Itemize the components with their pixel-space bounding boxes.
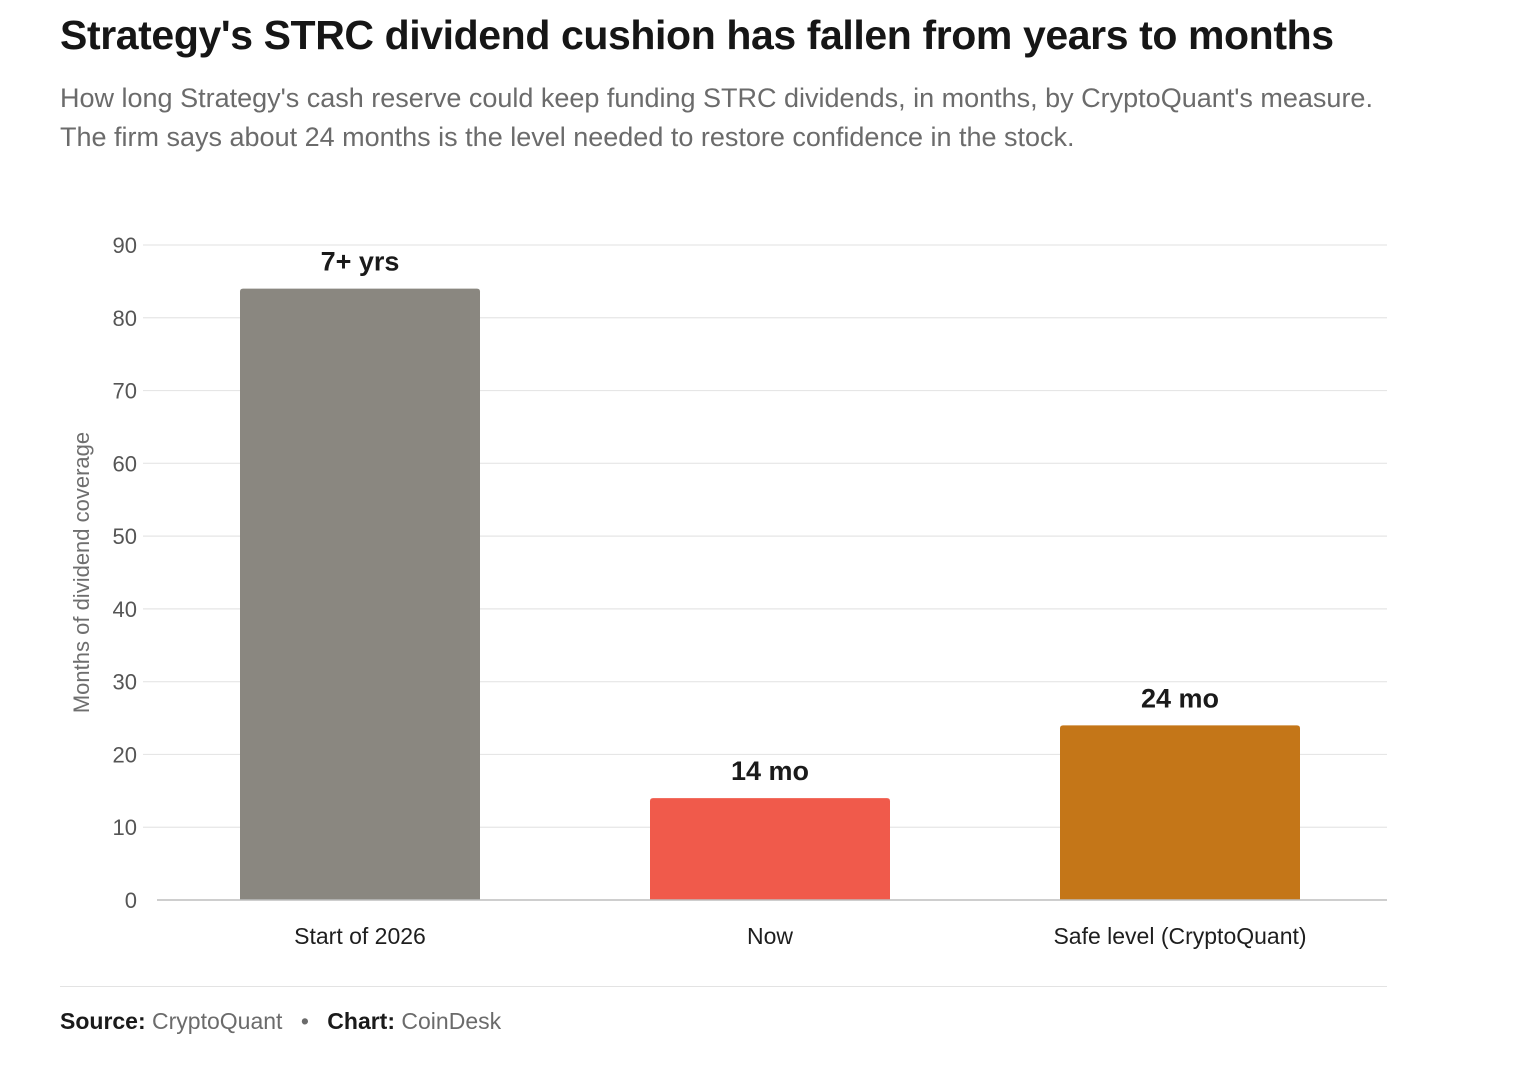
footer-divider [60, 986, 1387, 987]
footer-credits: Source: CryptoQuant • Chart: CoinDesk [60, 1008, 501, 1035]
bar-2 [1060, 725, 1300, 900]
chart-title: Strategy's STRC dividend cushion has fal… [60, 12, 1334, 58]
bar-value-label: 7+ yrs [321, 247, 400, 277]
footer-separator: • [300, 1008, 309, 1034]
x-axis-category-labels: Start of 2026 Now Safe level (CryptoQuant) [294, 923, 1306, 949]
source-label: Source: [60, 1008, 146, 1034]
y-tick-label: 50 [113, 524, 137, 549]
y-tick-label: 10 [113, 815, 137, 840]
chart-subtitle: How long Strategy's cash reserve could k… [60, 83, 1373, 152]
x-category-label: Safe level (CryptoQuant) [1053, 923, 1306, 949]
bar-value-label: 24 mo [1141, 683, 1219, 713]
bar-0 [240, 288, 480, 901]
y-tick-label: 60 [113, 451, 137, 476]
bar-1 [650, 798, 890, 900]
bars [240, 288, 1300, 901]
y-axis-title: Months of dividend coverage [69, 432, 94, 713]
bar-value-labels: 7+ yrs 14 mo 24 mo [321, 247, 1219, 786]
y-tick-label: 90 [113, 233, 137, 258]
x-category-label: Start of 2026 [294, 923, 426, 949]
y-tick-label: 0 [125, 888, 137, 913]
y-tick-label: 40 [113, 597, 137, 622]
bar-chart: 0 10 20 30 40 50 60 70 80 90 Months of dividend c… [69, 233, 1387, 949]
x-category-label: Now [747, 923, 793, 949]
bar-value-label: 14 mo [731, 756, 809, 786]
chart-credit-label: Chart: [327, 1008, 396, 1034]
y-axis-tick-labels: 0 10 20 30 40 50 60 70 80 90 [113, 233, 137, 913]
y-tick-label: 70 [113, 379, 137, 404]
y-tick-label: 20 [113, 742, 137, 767]
chart-credit-value: CoinDesk [401, 1008, 502, 1034]
source-value: CryptoQuant [152, 1008, 283, 1034]
y-tick-label: 80 [113, 306, 137, 331]
y-tick-label: 30 [113, 670, 137, 695]
